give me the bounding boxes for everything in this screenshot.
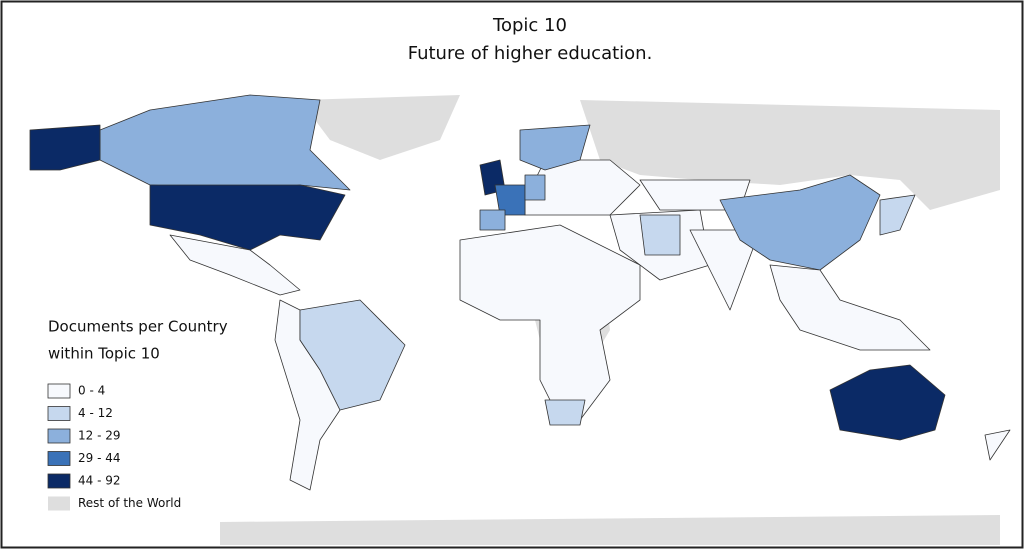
legend-label: 44 - 92 (78, 474, 121, 488)
scandinavia (519, 124, 591, 171)
legend-swatch (48, 496, 70, 511)
greenland (300, 95, 460, 160)
south-africa (544, 399, 586, 426)
china (719, 174, 881, 271)
new-zealand (984, 429, 1011, 461)
germany (524, 174, 546, 201)
legend-label: 29 - 44 (78, 451, 121, 465)
iran (639, 214, 681, 256)
australia (829, 364, 946, 441)
russia (580, 100, 1000, 210)
legend-swatch (47, 406, 71, 421)
legend: 0 - 4 4 - 12 12 - 29 29 - 44 44 - 92 Rest of … (47, 383, 181, 511)
france (494, 184, 526, 216)
legend-label: 4 - 12 (78, 406, 113, 420)
southeast-asia (769, 264, 931, 351)
legend-title: Documents per Country (48, 318, 228, 336)
canada (99, 94, 351, 191)
legend-swatch (47, 428, 71, 444)
legend-label: 12 - 29 (78, 429, 121, 443)
usa (149, 184, 346, 251)
legend-label: 0 - 4 (78, 384, 105, 398)
legend-swatch (47, 383, 71, 399)
legend-swatch (47, 473, 71, 489)
japan (879, 194, 916, 236)
mexico (169, 234, 301, 296)
legend-title: within Topic 10 (48, 345, 160, 363)
world-map (29, 94, 1011, 545)
subtitle: Future of higher education. (408, 43, 653, 64)
alaska (29, 124, 101, 171)
brazil (299, 299, 406, 411)
title: Topic 10 (492, 15, 567, 36)
legend-swatch (47, 451, 71, 466)
spain (479, 209, 506, 231)
legend-label: Rest of the World (78, 496, 181, 510)
antarctica (220, 515, 1000, 545)
